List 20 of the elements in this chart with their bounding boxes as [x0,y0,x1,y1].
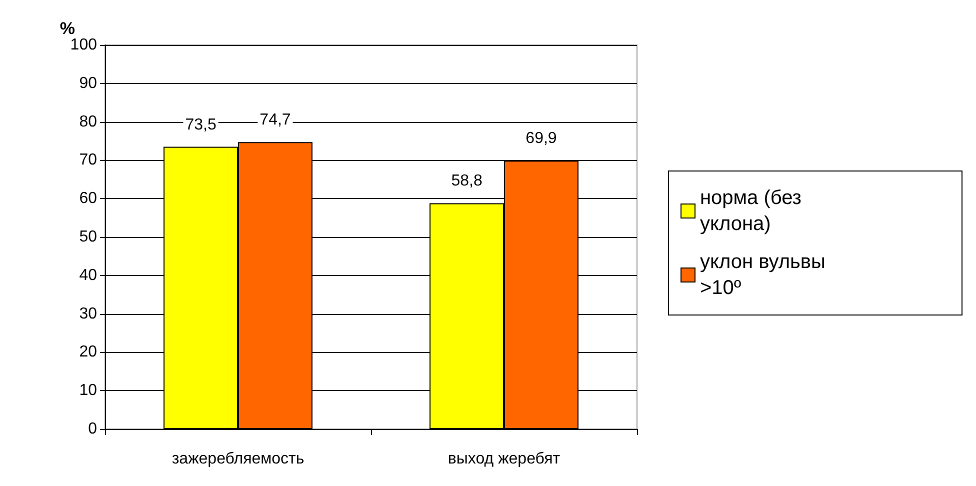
y-tick-label: 20 [79,344,98,361]
y-tick-label: 50 [79,228,98,246]
y-tick-label: 30 [79,305,98,322]
y-tick-label: 0 [88,420,98,438]
y-tick-label: 100 [70,36,98,54]
y-tick-label: 40 [79,266,98,284]
legend-label: норма (без уклона) [700,187,808,235]
y-axis-title: % [60,19,75,38]
data-label: 74,7 [260,112,291,129]
y-tick-label: 10 [79,382,98,400]
y-tick-label: 70 [79,152,98,169]
legend-label: уклон вульвы >10º [700,251,831,299]
y-tick-label: 90 [79,74,98,92]
data-label: 73,5 [185,116,216,134]
data-label: 69,9 [526,130,557,148]
y-tick-label: 60 [79,190,98,208]
x-tick-label: выход жеребят [448,450,561,468]
data-label: 58,8 [451,172,482,190]
y-tick-label: 80 [79,113,98,130]
x-tick-label: зажеребляемость [172,450,304,468]
